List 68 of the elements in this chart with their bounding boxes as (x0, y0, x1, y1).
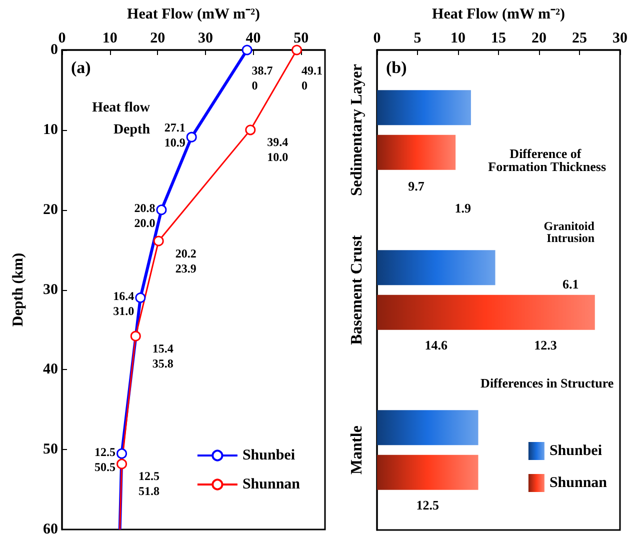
x-tick-label: 10 (450, 30, 466, 46)
legend-label: Shunbei (549, 443, 602, 459)
legend-label: Shunnan (549, 475, 608, 491)
y-tick-label: 50 (43, 442, 58, 458)
y-tick-label: 20 (43, 202, 58, 218)
legend-label: Shunbei (242, 448, 295, 464)
legend-label: Shunnan (242, 476, 301, 492)
text: (b) (386, 58, 407, 77)
annotation: Differences in Structure (480, 376, 614, 390)
point (153, 236, 164, 246)
point (130, 330, 141, 342)
data-label: 39.4 10.0 (267, 135, 288, 164)
point (156, 204, 167, 216)
x-tick-label: 30 (198, 30, 213, 46)
data-label: 12.5 50.5 (94, 444, 116, 474)
data-label: 12.5 51.8 (138, 469, 160, 498)
y-tick-label: Sedimentary Layer (348, 64, 366, 196)
point (116, 448, 128, 459)
data-label: 20.2 23.9 (175, 246, 196, 276)
data-label: 38.7 0 (252, 63, 273, 92)
x-tick-label: 15 (491, 30, 506, 46)
annotation: 1.9 (454, 200, 472, 216)
x-tick-label: 5 (414, 30, 422, 46)
y-tick-label: 10 (43, 122, 58, 138)
data-label: 49.1 0 (302, 63, 323, 92)
annotation: 6.1 (562, 276, 579, 292)
data-label: 16.4 31.0 (113, 288, 134, 318)
data-label: 15.4 35.8 (152, 341, 174, 370)
y-tick-label: Mantle (348, 426, 366, 474)
y-tick-label: 0 (50, 42, 58, 58)
annotation: Depth (113, 122, 150, 138)
bar (377, 294, 595, 330)
annotation: 12.3 (534, 338, 558, 352)
x-tick-label: 20 (532, 30, 546, 46)
annotation: Granitoid Intrusion (544, 219, 598, 245)
bar (377, 134, 456, 170)
data-label: 27.1 10.9 (164, 120, 186, 150)
x-tick-label: 25 (572, 30, 587, 46)
annotation: 12.5 (416, 498, 440, 512)
bar (377, 250, 496, 286)
x-tick-label: 50 (294, 30, 309, 46)
annotation: 9.7 (408, 178, 425, 194)
x-tick-label: 10 (102, 30, 118, 46)
data-label: 20.8 20.0 (134, 201, 156, 230)
text: (a) (71, 58, 91, 77)
point (186, 132, 197, 142)
y-tick-label: 60 (43, 522, 58, 537)
x-tick-label: 30 (612, 30, 628, 46)
annotation: 14.6 (424, 338, 448, 352)
annotation: Heat flow (92, 100, 151, 116)
x-tick-label: 20 (150, 30, 166, 46)
point (292, 44, 302, 56)
x-tick-label: 40 (246, 30, 261, 46)
point (242, 44, 252, 56)
bar (377, 90, 471, 126)
x-axis-title: Heat Flow (mW m⁻²) (432, 6, 565, 22)
x-axis-title: Heat Flow (mW m⁻²) (127, 6, 260, 22)
y-tick-label: 40 (43, 362, 58, 378)
annotation: Difference of Formation Thickness (488, 146, 606, 174)
point (135, 292, 146, 303)
y-axis-title: Depth (km) (10, 252, 26, 327)
bar (377, 410, 478, 446)
y-tick-label: 30 (43, 282, 58, 298)
point (245, 124, 256, 136)
x-tick-label: 0 (373, 30, 381, 46)
point (116, 458, 128, 470)
bar (377, 454, 478, 490)
y-tick-label: Basement Crust (348, 234, 366, 345)
